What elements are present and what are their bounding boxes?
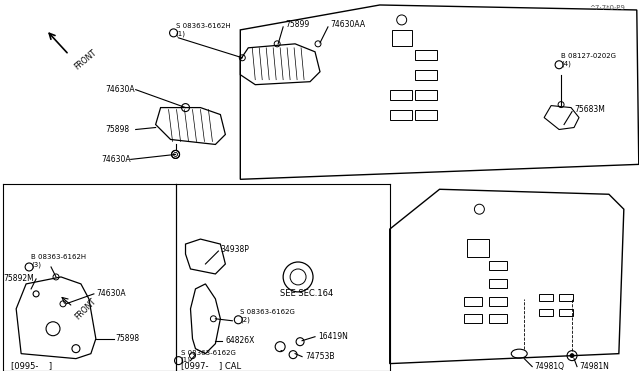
Bar [415, 110, 436, 119]
Text: S 08363-6162G
(2): S 08363-6162G (2) [240, 309, 295, 323]
Text: 74630A: 74630A [101, 155, 131, 164]
Text: SEE SEC.164: SEE SEC.164 [280, 289, 333, 298]
Bar [415, 50, 436, 60]
Text: 74753B: 74753B [305, 352, 335, 361]
Text: 74630A: 74630A [96, 289, 125, 298]
Bar [490, 261, 508, 270]
Text: [0997-    ] CAL: [0997- ] CAL [180, 361, 241, 370]
Bar [539, 294, 553, 301]
Text: [0995-    ]: [0995- ] [11, 361, 52, 370]
Bar [465, 297, 483, 306]
Text: 75898: 75898 [116, 334, 140, 343]
Bar [490, 297, 508, 306]
Bar [467, 239, 490, 257]
Bar [559, 294, 573, 301]
Circle shape [570, 354, 574, 357]
Bar [390, 110, 412, 119]
Text: ^7·7*0·P9: ^7·7*0·P9 [589, 5, 625, 11]
Text: B 08363-6162H
(3): B 08363-6162H (3) [31, 254, 86, 268]
Text: FRONT: FRONT [73, 296, 98, 321]
Text: 75899: 75899 [285, 20, 309, 29]
Text: 75898: 75898 [106, 125, 130, 134]
Text: 75683M: 75683M [574, 105, 605, 114]
Text: B 08127-0202G
(4): B 08127-0202G (4) [561, 53, 616, 67]
Text: 75892M: 75892M [3, 275, 34, 283]
Bar [539, 309, 553, 316]
Bar [415, 90, 436, 100]
Text: 74630AA: 74630AA [330, 20, 365, 29]
Text: 64826X: 64826X [225, 336, 255, 345]
Text: 74981N: 74981N [579, 362, 609, 371]
Bar [490, 314, 508, 323]
Text: 74630A: 74630A [106, 85, 136, 94]
Bar [490, 279, 508, 288]
Text: S 08363-6162H
(1): S 08363-6162H (1) [175, 23, 230, 36]
Text: S 08363-6162G
(1): S 08363-6162G (1) [180, 350, 236, 363]
Bar [392, 30, 412, 46]
Bar [415, 70, 436, 80]
Text: 16419N: 16419N [318, 332, 348, 341]
Bar [559, 309, 573, 316]
Text: 34938P: 34938P [220, 244, 249, 254]
Text: 74981Q: 74981Q [534, 362, 564, 371]
Text: FRONT: FRONT [73, 48, 99, 71]
Bar [465, 314, 483, 323]
Bar [390, 90, 412, 100]
